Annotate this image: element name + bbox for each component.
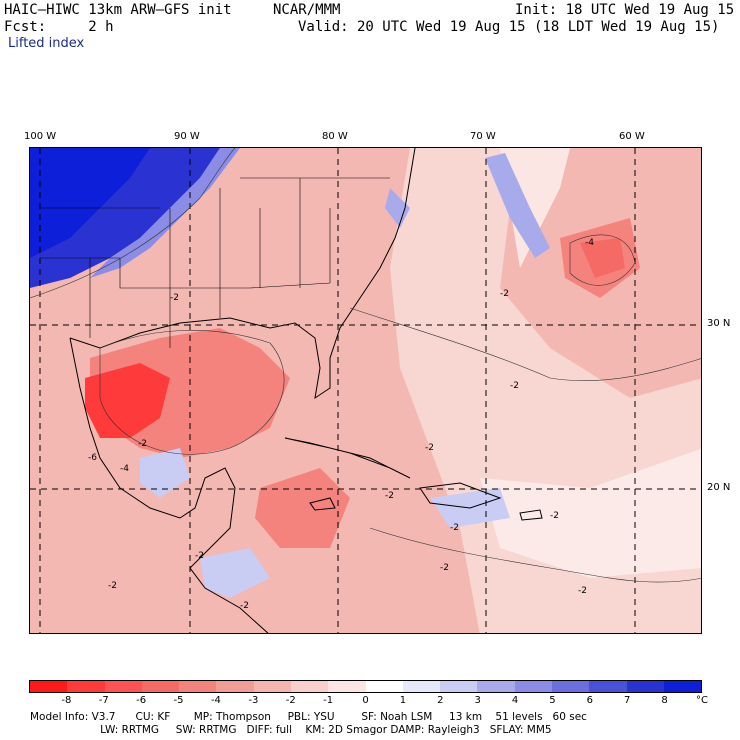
colorbar-tick-label: 6 bbox=[586, 695, 594, 706]
colorbar bbox=[29, 680, 702, 693]
texas-strong-negative bbox=[85, 363, 170, 438]
cuba-coast bbox=[284, 437, 411, 479]
colorbar-tick-label: 5 bbox=[549, 695, 556, 706]
lon-label-60w: 60 W bbox=[619, 131, 645, 142]
state-borders bbox=[40, 177, 390, 348]
colorbar-tick-label: -1 bbox=[323, 695, 334, 706]
colorbar-swatch bbox=[104, 681, 142, 692]
atlantic-strong-negative bbox=[580, 238, 625, 278]
lat-label-30n: 30 N bbox=[707, 318, 731, 329]
valid-time: Valid: 20 UTC Wed 19 Aug 15 (18 LDT Wed … bbox=[298, 19, 720, 35]
state-boundary-lines bbox=[40, 177, 390, 348]
colorbar-tick-label: -7 bbox=[98, 695, 109, 706]
colorbar-tick-label: -6 bbox=[136, 695, 147, 706]
caribbean-negative-region bbox=[255, 468, 350, 548]
contour-minus2-a bbox=[349, 307, 701, 381]
contour-label: -2 bbox=[240, 601, 249, 611]
colorbar-tick-label: 2 bbox=[437, 695, 444, 706]
colorbar-swatch bbox=[67, 681, 105, 692]
contour-label: -2 bbox=[195, 551, 204, 561]
colorbar-tick-label: 1 bbox=[399, 695, 407, 706]
contour-label: -2 bbox=[550, 511, 559, 521]
colorbar-swatch bbox=[253, 681, 291, 692]
lat-label-20n: 20 N bbox=[707, 482, 731, 493]
contours bbox=[30, 148, 701, 583]
contour-minus4-atlantic bbox=[569, 234, 636, 286]
colorbar-tick-label: 7 bbox=[624, 695, 631, 706]
hispaniola-coast bbox=[419, 482, 502, 509]
caribbean-pale-field bbox=[480, 448, 701, 578]
contour-label: -2 bbox=[500, 289, 509, 299]
chesapeake-blue bbox=[385, 188, 410, 228]
model-info-line2: LW: RRTMG SW: RRTMG DIFF: full KM: 2D Sm… bbox=[30, 724, 552, 736]
colorbar-swatch bbox=[216, 681, 254, 692]
jamaica-coast bbox=[309, 497, 336, 511]
contour-0 bbox=[30, 148, 236, 299]
organization: NCAR/MMM bbox=[273, 2, 341, 18]
puerto-rico-coast bbox=[519, 509, 543, 521]
model-title: HAIC–HIWC 13km ARW–GFS init bbox=[4, 2, 232, 18]
contour-label: -2 bbox=[385, 491, 394, 501]
contour-label: -4 bbox=[120, 464, 129, 474]
strong-positive-region bbox=[30, 148, 150, 258]
contour-label: -4 bbox=[585, 238, 594, 248]
contour-label: -2 bbox=[450, 523, 459, 533]
contour-minus4-gulf bbox=[99, 329, 285, 455]
init-time: Init: 18 UTC Wed 19 Aug 15 bbox=[515, 2, 735, 18]
model-info-line1: Model Info: V3.7 CU: KF MP: Thompson PBL… bbox=[30, 711, 587, 723]
atlantic-pale-field bbox=[500, 148, 570, 268]
colorbar-swatch bbox=[402, 681, 441, 692]
colorbar-tick-label: -5 bbox=[173, 695, 184, 706]
colorbar-tick-label: -3 bbox=[248, 695, 259, 706]
colorbar-swatch bbox=[365, 681, 403, 692]
colorbar-swatch bbox=[328, 681, 366, 692]
contour-label-group: -4 -2 -2 -2 -2 -6 -4 -2 -2 -2 -2 -2 -2 -… bbox=[88, 238, 594, 611]
colorbar-tick-label: -4 bbox=[210, 695, 221, 706]
colorbar-swatch bbox=[477, 681, 515, 692]
lon-label-90w: 90 W bbox=[174, 131, 200, 142]
colorbar-swatch bbox=[30, 681, 68, 692]
colorbar-tick-label: -2 bbox=[285, 695, 296, 706]
transition-band bbox=[90, 148, 240, 278]
contour-label: -2 bbox=[510, 381, 519, 391]
mexico-central-america-coast bbox=[69, 337, 269, 633]
contour-label: -6 bbox=[88, 453, 97, 463]
colorbar-swatch bbox=[551, 681, 590, 692]
contour-minus2-b bbox=[369, 527, 701, 583]
field-name: Lifted index bbox=[8, 36, 85, 51]
colorbar-swatch bbox=[290, 681, 329, 692]
colorbar-unit: °C bbox=[696, 695, 708, 706]
us-gulf-east-coast bbox=[69, 148, 416, 400]
lon-label-100w: 100 W bbox=[24, 131, 57, 142]
contour-label: -2 bbox=[108, 581, 117, 591]
map-canvas: -4 -2 -2 -2 -2 -6 -4 -2 -2 -2 -2 -2 -2 -… bbox=[30, 148, 701, 633]
colorbar-tick-label: 8 bbox=[661, 695, 668, 706]
colorbar-swatch bbox=[663, 681, 702, 692]
atlantic-blue-streak bbox=[485, 153, 550, 258]
colorbar-tick-label: 3 bbox=[474, 695, 481, 706]
central-america-blue-patch bbox=[200, 548, 270, 598]
colorbar-tick-label: 4 bbox=[511, 695, 519, 706]
colorbar-tick-label: 0 bbox=[362, 695, 369, 706]
contour-label: -2 bbox=[138, 439, 147, 449]
colorbar-swatch bbox=[440, 681, 478, 692]
contour-label: -2 bbox=[578, 586, 587, 596]
lifted-index-map: -4 -2 -2 -2 -2 -6 -4 -2 -2 -2 -2 -2 -2 -… bbox=[29, 147, 702, 634]
graticule bbox=[30, 148, 701, 633]
gulf-blue-patch bbox=[140, 448, 190, 498]
contour-label: -2 bbox=[440, 563, 449, 573]
contour-label: -2 bbox=[170, 293, 179, 303]
lon-label-70w: 70 W bbox=[470, 131, 496, 142]
coastlines bbox=[69, 148, 543, 633]
colorbar-swatch bbox=[514, 681, 552, 692]
colorbar-swatch bbox=[589, 681, 627, 692]
colorbar-swatch bbox=[179, 681, 217, 692]
colorbar-tick-label: -8 bbox=[61, 695, 72, 706]
forecast-hour: Fcst: 2 h bbox=[4, 19, 114, 35]
lon-label-80w: 80 W bbox=[322, 131, 348, 142]
colorbar-swatch bbox=[141, 681, 180, 692]
colorbar-swatch bbox=[626, 681, 664, 692]
contour-label: -2 bbox=[425, 443, 434, 453]
